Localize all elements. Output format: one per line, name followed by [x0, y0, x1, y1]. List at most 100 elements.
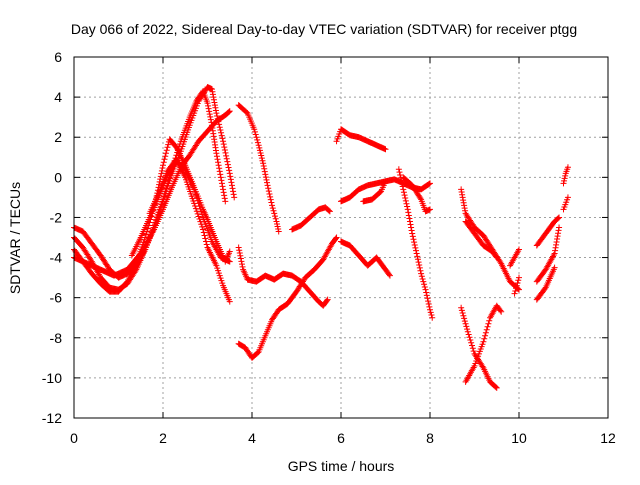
data-point [516, 246, 522, 253]
data-point [400, 186, 407, 193]
data-point [498, 308, 505, 315]
data-point [386, 271, 393, 278]
data-point [426, 180, 433, 187]
axis-ticks: 0 2 4 6 8 10 12 -12 -10 -8 -6 -4 -2 0 2 4 6 [42, 49, 616, 446]
data-point [386, 272, 393, 279]
y-tick-label: 0 [54, 169, 62, 185]
data-point [203, 238, 210, 245]
data-point [324, 296, 331, 303]
data-point [214, 265, 221, 272]
series-arc-7 [235, 102, 282, 235]
data-point [411, 239, 418, 246]
data-point [275, 228, 282, 235]
data-point [158, 201, 165, 208]
data-point [266, 190, 273, 197]
series-arc-26 [560, 164, 571, 187]
x-tick-label: 0 [70, 430, 78, 446]
data-point [257, 149, 264, 156]
data-point [203, 241, 210, 248]
series-arc-8 [235, 244, 331, 309]
x-tick-label: 4 [248, 430, 256, 446]
data-point [222, 149, 229, 156]
data-point [556, 224, 563, 231]
data-point [399, 180, 406, 187]
data-point [492, 253, 499, 260]
data-point [458, 307, 465, 314]
data-point [144, 225, 151, 232]
data-point [483, 326, 490, 333]
data-point [226, 108, 233, 115]
chart-title: Day 066 of 2022, Sidereal Day-to-day VTE… [71, 21, 577, 37]
series-arc-12 [333, 126, 389, 153]
data-point [226, 248, 233, 255]
data-point [226, 258, 233, 265]
series-arc-25 [533, 264, 558, 303]
data-point [466, 334, 473, 341]
data-point [405, 209, 412, 216]
data-point [561, 175, 568, 182]
data-point [423, 289, 430, 296]
data-point [216, 121, 223, 128]
data-point [193, 208, 200, 215]
data-point [218, 277, 225, 284]
data-point [275, 225, 282, 232]
data-point [402, 197, 409, 204]
data-point [513, 282, 520, 289]
data-point [264, 179, 271, 186]
data-point [262, 174, 269, 181]
data-point [482, 329, 489, 336]
data-point [424, 295, 431, 302]
series-arc-2 [71, 88, 229, 293]
data-point [213, 262, 220, 269]
data-point [459, 310, 466, 317]
data-point [216, 272, 223, 279]
data-point [261, 168, 268, 175]
data-point [260, 160, 267, 167]
data-point [404, 206, 411, 213]
data-point [401, 192, 408, 199]
data-point [201, 232, 208, 239]
y-tick-label: 4 [54, 89, 62, 105]
data-point [223, 155, 230, 162]
data-point [213, 110, 220, 117]
series-arc-27 [560, 194, 571, 213]
data-point [205, 105, 212, 112]
data-point [226, 170, 233, 177]
data-point [422, 286, 429, 293]
data-point [397, 172, 404, 179]
data-point [258, 155, 265, 162]
data-point [204, 100, 211, 107]
data-point [192, 189, 199, 196]
data-point [427, 206, 433, 213]
data-point [514, 279, 521, 286]
data-point [415, 259, 422, 266]
data-point [482, 332, 489, 339]
data-point [484, 323, 491, 330]
data-point [481, 335, 488, 342]
series-arc-1 [71, 84, 238, 281]
data-point [197, 218, 204, 225]
data-point [332, 235, 339, 242]
data-point [468, 342, 475, 349]
data-point [418, 270, 425, 277]
data-point [161, 156, 168, 163]
data-point [479, 363, 486, 370]
data-point [239, 263, 246, 270]
data-point [562, 172, 569, 179]
data-point [220, 141, 227, 148]
data-point [263, 176, 270, 183]
plot-frame [73, 56, 609, 419]
data-point [227, 173, 234, 180]
data-point [255, 142, 262, 149]
data-point [268, 199, 275, 206]
data-point [412, 244, 419, 251]
data-point [237, 255, 244, 262]
data-point [516, 286, 522, 293]
data-point [230, 188, 237, 195]
data-point [395, 166, 402, 173]
data-point [541, 285, 548, 292]
data-point [267, 196, 274, 203]
data-point [425, 300, 432, 307]
y-tick-label: -8 [50, 330, 63, 346]
